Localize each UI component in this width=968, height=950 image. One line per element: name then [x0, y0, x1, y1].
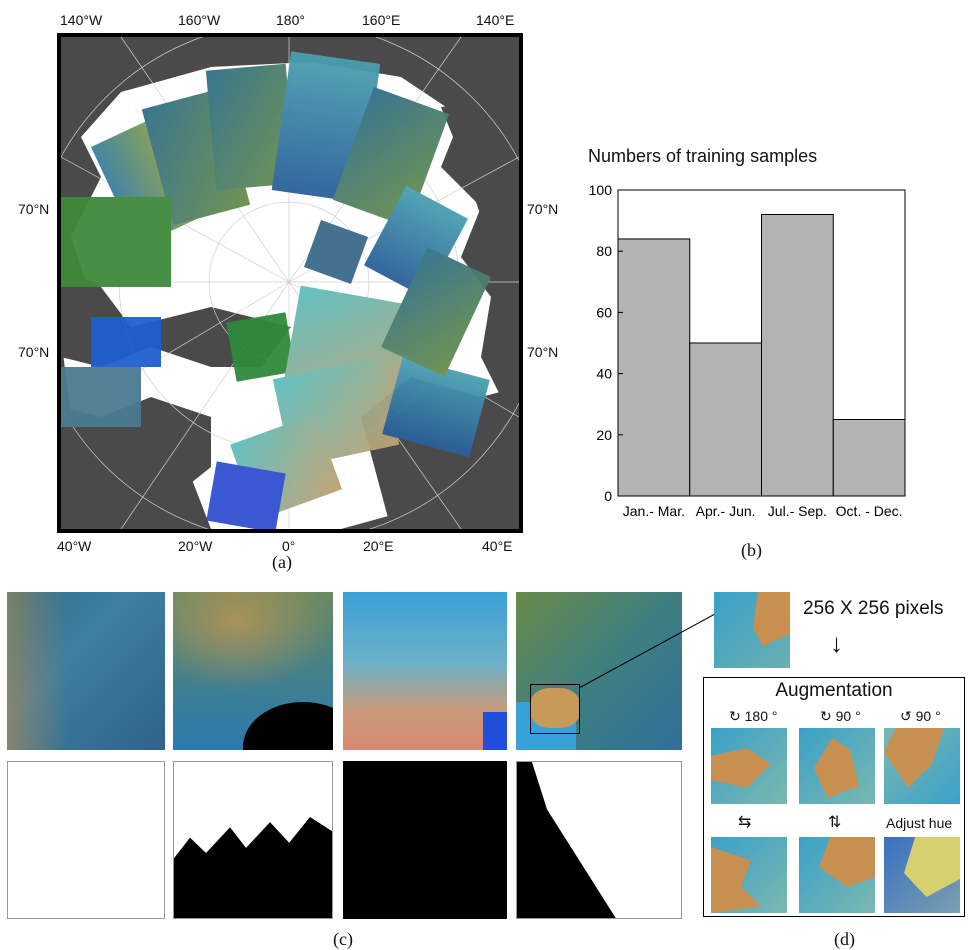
- bar-3: [761, 213, 834, 497]
- lon-label-bottom-3: 0°: [282, 538, 296, 554]
- aug-rot180-image: [711, 728, 787, 804]
- lon-label-top-4: 160°E: [362, 12, 401, 28]
- label-mask-2: [173, 761, 333, 919]
- zoom-connector-line: [578, 613, 716, 689]
- flip-vertical-icon: ⇅: [828, 814, 842, 831]
- arctic-mosaic-map: [57, 33, 523, 533]
- lon-label-bottom-1: 40°W: [57, 538, 92, 554]
- lon-label-top-5: 140°E: [476, 12, 515, 28]
- rotate-90-cw-label: ↻ 90 °: [820, 708, 861, 725]
- lon-label-top-2: 160°W: [178, 12, 221, 28]
- bar-1: [617, 238, 691, 497]
- crop-box: [530, 684, 580, 734]
- y-tick-label: 80: [596, 243, 612, 259]
- label-mask-3: [343, 761, 507, 919]
- sample-image-2: [173, 592, 333, 750]
- lat-label-right-2: 70°N: [527, 344, 559, 360]
- label-mask-1: [7, 761, 165, 919]
- lat-label-right-1: 70°N: [527, 201, 559, 217]
- chart-title: Numbers of training samples: [588, 146, 818, 166]
- cropped-patch: [714, 592, 790, 668]
- down-arrow-icon: ↓: [830, 628, 843, 658]
- rotate-cw-icon: ↻: [820, 708, 832, 724]
- aug-rot90cw-image: [799, 728, 875, 804]
- lon-label-bottom-5: 40°E: [482, 538, 513, 554]
- aug-hue-image: [884, 837, 960, 913]
- adjust-hue-label: Adjust hue: [886, 815, 953, 831]
- rotate-90-ccw-text: 90 °: [915, 708, 941, 724]
- x-tick-label: Oct. - Dec.: [836, 503, 903, 519]
- label-mask-4: [516, 761, 682, 919]
- x-tick-label: Jul.- Sep.: [768, 503, 827, 519]
- aug-vflip-image: [799, 837, 875, 913]
- x-tick-label: Jan.- Mar.: [623, 503, 685, 519]
- lon-label-bottom-4: 20°E: [363, 538, 394, 554]
- caption-d: (d): [834, 929, 855, 949]
- y-tick-label: 60: [596, 304, 612, 320]
- y-tick-label: 0: [604, 488, 612, 504]
- aug-rot90ccw-image: [884, 728, 960, 804]
- bar-2: [689, 342, 762, 497]
- bar-4: [832, 419, 906, 497]
- rotate-90-ccw-label: ↺ 90 °: [900, 708, 941, 725]
- lat-label-left-2: 70°N: [18, 344, 50, 360]
- rotate-ccw-icon: ↺: [900, 708, 912, 724]
- caption-c: (c): [333, 929, 353, 949]
- plot-frame: [617, 189, 906, 497]
- caption-b: (b): [741, 540, 762, 560]
- x-tick-label: Apr.- Jun.: [696, 503, 756, 519]
- augmentation-box: [703, 677, 965, 917]
- map-graphic: [61, 37, 519, 529]
- patch-size-label: 256 X 256 pixels: [803, 598, 944, 619]
- sample-image-4: [516, 592, 682, 750]
- lon-label-bottom-2: 20°W: [178, 538, 213, 554]
- rotate-cw-icon: ↻: [729, 708, 741, 724]
- augmentation-title: Augmentation: [775, 680, 893, 701]
- lon-label-top-3: 180°: [276, 12, 305, 28]
- y-tick-label: 100: [589, 182, 613, 198]
- caption-a: (a): [272, 552, 292, 572]
- rotate-180-text: 180 °: [744, 708, 778, 724]
- sample-image-3: [343, 592, 507, 750]
- y-tick-label: 20: [596, 427, 612, 443]
- flip-horizontal-icon: ⇆: [738, 814, 752, 831]
- lon-label-top-1: 140°W: [60, 12, 103, 28]
- lat-label-left-1: 70°N: [18, 201, 50, 217]
- y-tick-label: 40: [596, 366, 612, 382]
- sample-image-1: [7, 592, 165, 750]
- rotate-90-cw-text: 90 °: [835, 708, 861, 724]
- aug-hflip-image: [711, 837, 787, 913]
- rotate-180-label: ↻ 180 °: [729, 708, 777, 725]
- bar-chart: 0 20 40 60 80 100 Jan.- Mar. Apr.- Jun. Jul.- Se…: [589, 182, 906, 519]
